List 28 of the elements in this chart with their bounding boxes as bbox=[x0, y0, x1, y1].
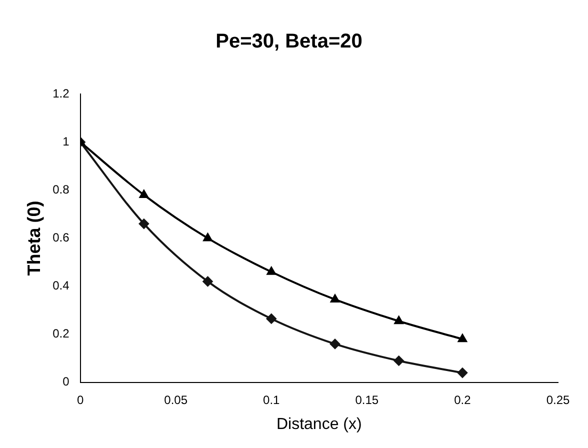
x-tick-label: 0.2 bbox=[454, 392, 472, 407]
point bbox=[457, 368, 468, 378]
y-tick-label: 0.4 bbox=[52, 278, 70, 293]
x-axis-title: Distance (x) bbox=[276, 416, 362, 433]
point bbox=[202, 276, 213, 286]
y-tick-label: 1.2 bbox=[52, 86, 70, 100]
chart-title: Pe=30, Beta=20 bbox=[216, 30, 362, 53]
point bbox=[203, 233, 212, 242]
point bbox=[394, 356, 404, 366]
y-tick-label: 0 bbox=[62, 374, 70, 389]
point bbox=[266, 314, 276, 324]
y-tick-label: 1 bbox=[62, 134, 70, 148]
x-tick-label: 0.25 bbox=[546, 392, 570, 407]
point bbox=[330, 338, 340, 349]
point bbox=[138, 218, 149, 229]
y-tick-label: 0.8 bbox=[52, 182, 70, 196]
x-tick-label: 0.1 bbox=[263, 392, 280, 407]
point bbox=[394, 316, 404, 324]
point bbox=[139, 190, 148, 198]
point bbox=[266, 266, 276, 275]
y-axis-title: Theta (0) bbox=[24, 200, 44, 276]
point bbox=[458, 334, 467, 342]
y-tick-label: 0.2 bbox=[52, 326, 70, 341]
x-tick-label: 0.05 bbox=[164, 392, 188, 407]
x-tick-label: 0 bbox=[76, 392, 84, 407]
point bbox=[330, 294, 340, 302]
x-tick-label: 0.15 bbox=[355, 392, 379, 407]
y-tick-label: 0.6 bbox=[52, 230, 70, 245]
